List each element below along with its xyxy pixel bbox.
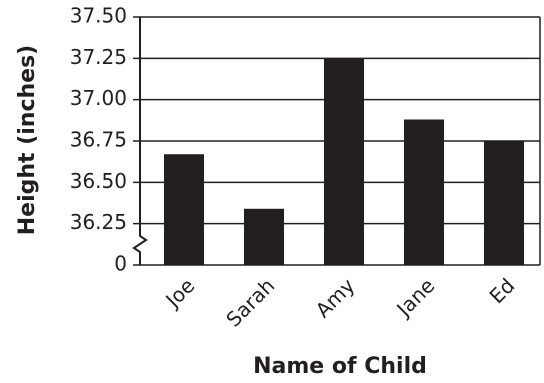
bar bbox=[164, 154, 204, 265]
bar bbox=[324, 58, 364, 266]
bar bbox=[244, 208, 284, 265]
x-tick-label: Amy bbox=[311, 273, 360, 322]
y-tick-label: 36.50 bbox=[70, 169, 127, 193]
y-tick-label: 36.25 bbox=[70, 210, 127, 234]
y-axis bbox=[132, 17, 148, 265]
x-tick-label: Joe bbox=[160, 273, 200, 313]
x-tick-label: Sarah bbox=[221, 273, 279, 331]
y-tick-label: 0 bbox=[114, 252, 127, 276]
y-axis-title: Height (inches) bbox=[15, 45, 40, 236]
bar bbox=[404, 119, 444, 265]
y-tick-label: 37.00 bbox=[70, 86, 127, 110]
bar bbox=[484, 141, 524, 265]
x-tick-label: Jane bbox=[391, 273, 440, 322]
x-tick-label: Ed bbox=[485, 273, 520, 308]
y-tick-label: 36.75 bbox=[70, 128, 127, 152]
x-axis-title: Name of Child bbox=[253, 354, 427, 379]
y-tick-label: 37.25 bbox=[70, 45, 127, 69]
y-tick-label: 37.50 bbox=[70, 4, 127, 28]
